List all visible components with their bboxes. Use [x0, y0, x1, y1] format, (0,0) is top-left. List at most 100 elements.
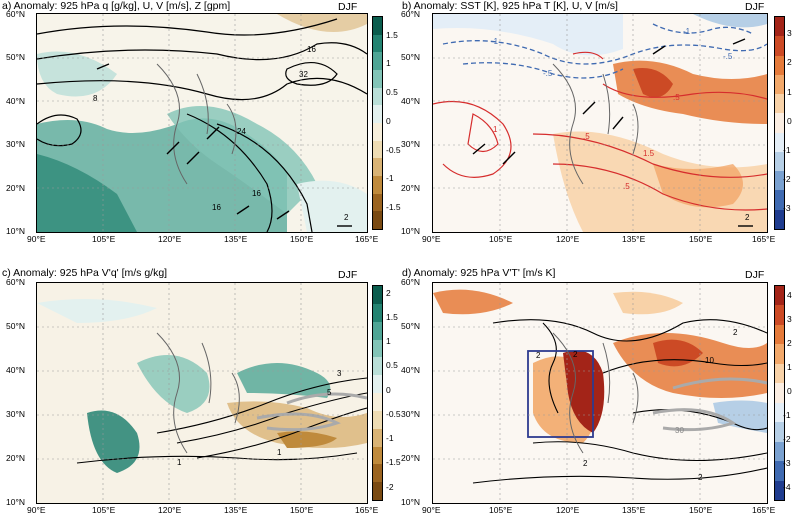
map-d-svg: 2 2 10 2 2 30 2	[433, 283, 767, 503]
lon-tick: 150°E	[290, 505, 314, 515]
lon-tick: 135°E	[622, 234, 646, 244]
colorbar-cell	[775, 151, 784, 172]
colorbar-tick: 1.5	[386, 312, 398, 322]
colorbar-cell	[373, 52, 382, 71]
colorbar-cell	[775, 422, 784, 443]
lat-tick: 60°N	[401, 277, 420, 287]
contour-label: .5	[673, 93, 680, 102]
lon-tick: 135°E	[224, 234, 248, 244]
colorbar-cell	[373, 339, 382, 358]
contour-label: 24	[237, 127, 246, 136]
colorbar-tick: 1	[787, 87, 792, 97]
colorbar-cell	[373, 464, 382, 483]
contour-label: 16	[307, 45, 316, 54]
colorbar-cell	[373, 34, 382, 53]
colorbar-tick: 0	[386, 385, 391, 395]
map-c-svg: 3 5 1 1	[37, 283, 367, 503]
contour-label: 1.5	[643, 149, 655, 158]
contour-label: 16	[252, 189, 261, 198]
colorbar-cell	[775, 286, 784, 306]
colorbar-tick: 0	[787, 386, 792, 396]
lat-tick: 50°N	[401, 52, 420, 62]
colorbar-cell	[373, 303, 382, 323]
colorbar-tick: 3	[787, 314, 792, 324]
lon-tick: 120°E	[158, 234, 182, 244]
lat-tick: 50°N	[6, 52, 25, 62]
lon-tick: 90°E	[422, 505, 441, 515]
colorbar-tick: 3	[787, 28, 792, 38]
colorbar-cell	[373, 70, 382, 89]
colorbar-cell	[373, 176, 382, 195]
colorbar-tick: -0.5	[386, 409, 401, 419]
colorbar-cell	[373, 140, 382, 159]
contour-label: 2	[583, 459, 588, 468]
colorbar-cell	[775, 36, 784, 57]
colorbar-tick: 0.5	[386, 360, 398, 370]
lon-tick: 150°E	[689, 505, 713, 515]
colorbar-cell	[373, 123, 382, 142]
colorbar-b	[774, 16, 785, 230]
lat-tick: 30°N	[6, 409, 25, 419]
region-box	[527, 350, 594, 438]
colorbar-cell	[373, 410, 382, 430]
colorbar-tick: 1	[386, 336, 391, 346]
lon-tick: 150°E	[689, 234, 713, 244]
lat-tick: 40°N	[401, 96, 420, 106]
colorbar-tick: 2	[386, 288, 391, 298]
contour-label: 1	[177, 458, 182, 467]
lat-tick: 50°N	[401, 321, 420, 331]
lon-tick: 90°E	[422, 234, 441, 244]
colorbar-tick: -1	[783, 410, 791, 420]
map-b: -1 -1 -.5 -.5 1 1.5 .5 .5 .5 2	[432, 13, 768, 233]
colorbar-tick: -2	[783, 434, 791, 444]
colorbar-tick: -1	[783, 145, 791, 155]
colorbar-tick: -1	[386, 173, 394, 183]
lon-tick: 150°E	[290, 234, 314, 244]
colorbar-cell	[373, 357, 382, 376]
colorbar-cell	[373, 105, 382, 124]
colorbar-cell	[373, 211, 382, 230]
colorbar-tick: 2	[787, 57, 792, 67]
panel-a-season: DJF	[338, 1, 358, 13]
lon-tick: 165°E	[355, 234, 379, 244]
map-c: 3 5 1 1	[36, 282, 368, 504]
panel-a-title: a) Anomaly: 925 hPa q [g/kg], U, V [m/s]…	[2, 0, 231, 12]
contour-label: 3	[337, 369, 342, 378]
colorbar-cell	[775, 132, 784, 153]
colorbar-cell	[373, 393, 382, 412]
contour-label: 8	[93, 94, 98, 103]
colorbar-d	[774, 285, 785, 501]
lat-tick: 60°N	[6, 277, 25, 287]
lat-tick: 40°N	[401, 365, 420, 375]
lat-tick: 20°N	[6, 453, 25, 463]
colorbar-cell	[775, 402, 784, 423]
map-d: 2 2 10 2 2 30 2	[432, 282, 768, 504]
lat-tick: 60°N	[401, 9, 420, 19]
colorbar-tick: -1.5	[386, 202, 401, 212]
panel-b-title: b) Anomaly: SST [K], 925 hPa T [K], U, V…	[402, 0, 618, 12]
vector-ref-label: 2	[344, 213, 349, 222]
lat-tick: 30°N	[401, 139, 420, 149]
lon-tick: 120°E	[158, 505, 182, 515]
colorbar-cell	[775, 17, 784, 37]
colorbar-tick: -4	[783, 482, 791, 492]
contour-label: 2	[573, 350, 578, 359]
lon-tick: 105°E	[92, 234, 116, 244]
colorbar-cell	[775, 190, 784, 211]
colorbar-tick: 2	[787, 338, 792, 348]
colorbar-c	[372, 285, 383, 501]
contour-label: .5	[623, 182, 630, 191]
contour-label: -1	[683, 27, 691, 36]
lat-tick: 60°N	[6, 9, 25, 19]
contour-label: 16	[212, 203, 221, 212]
panel-c-season: DJF	[338, 269, 358, 281]
colorbar-cell	[373, 321, 382, 340]
lat-tick: 10°N	[6, 497, 25, 507]
contour-label: 1	[493, 125, 498, 134]
colorbar-cell	[373, 446, 382, 465]
contour-label: 2	[698, 473, 703, 482]
contour-label: 5	[327, 388, 332, 397]
colorbar-tick: -2	[783, 174, 791, 184]
colorbar-tick: 1	[386, 58, 391, 68]
colorbar-cell	[775, 461, 784, 482]
